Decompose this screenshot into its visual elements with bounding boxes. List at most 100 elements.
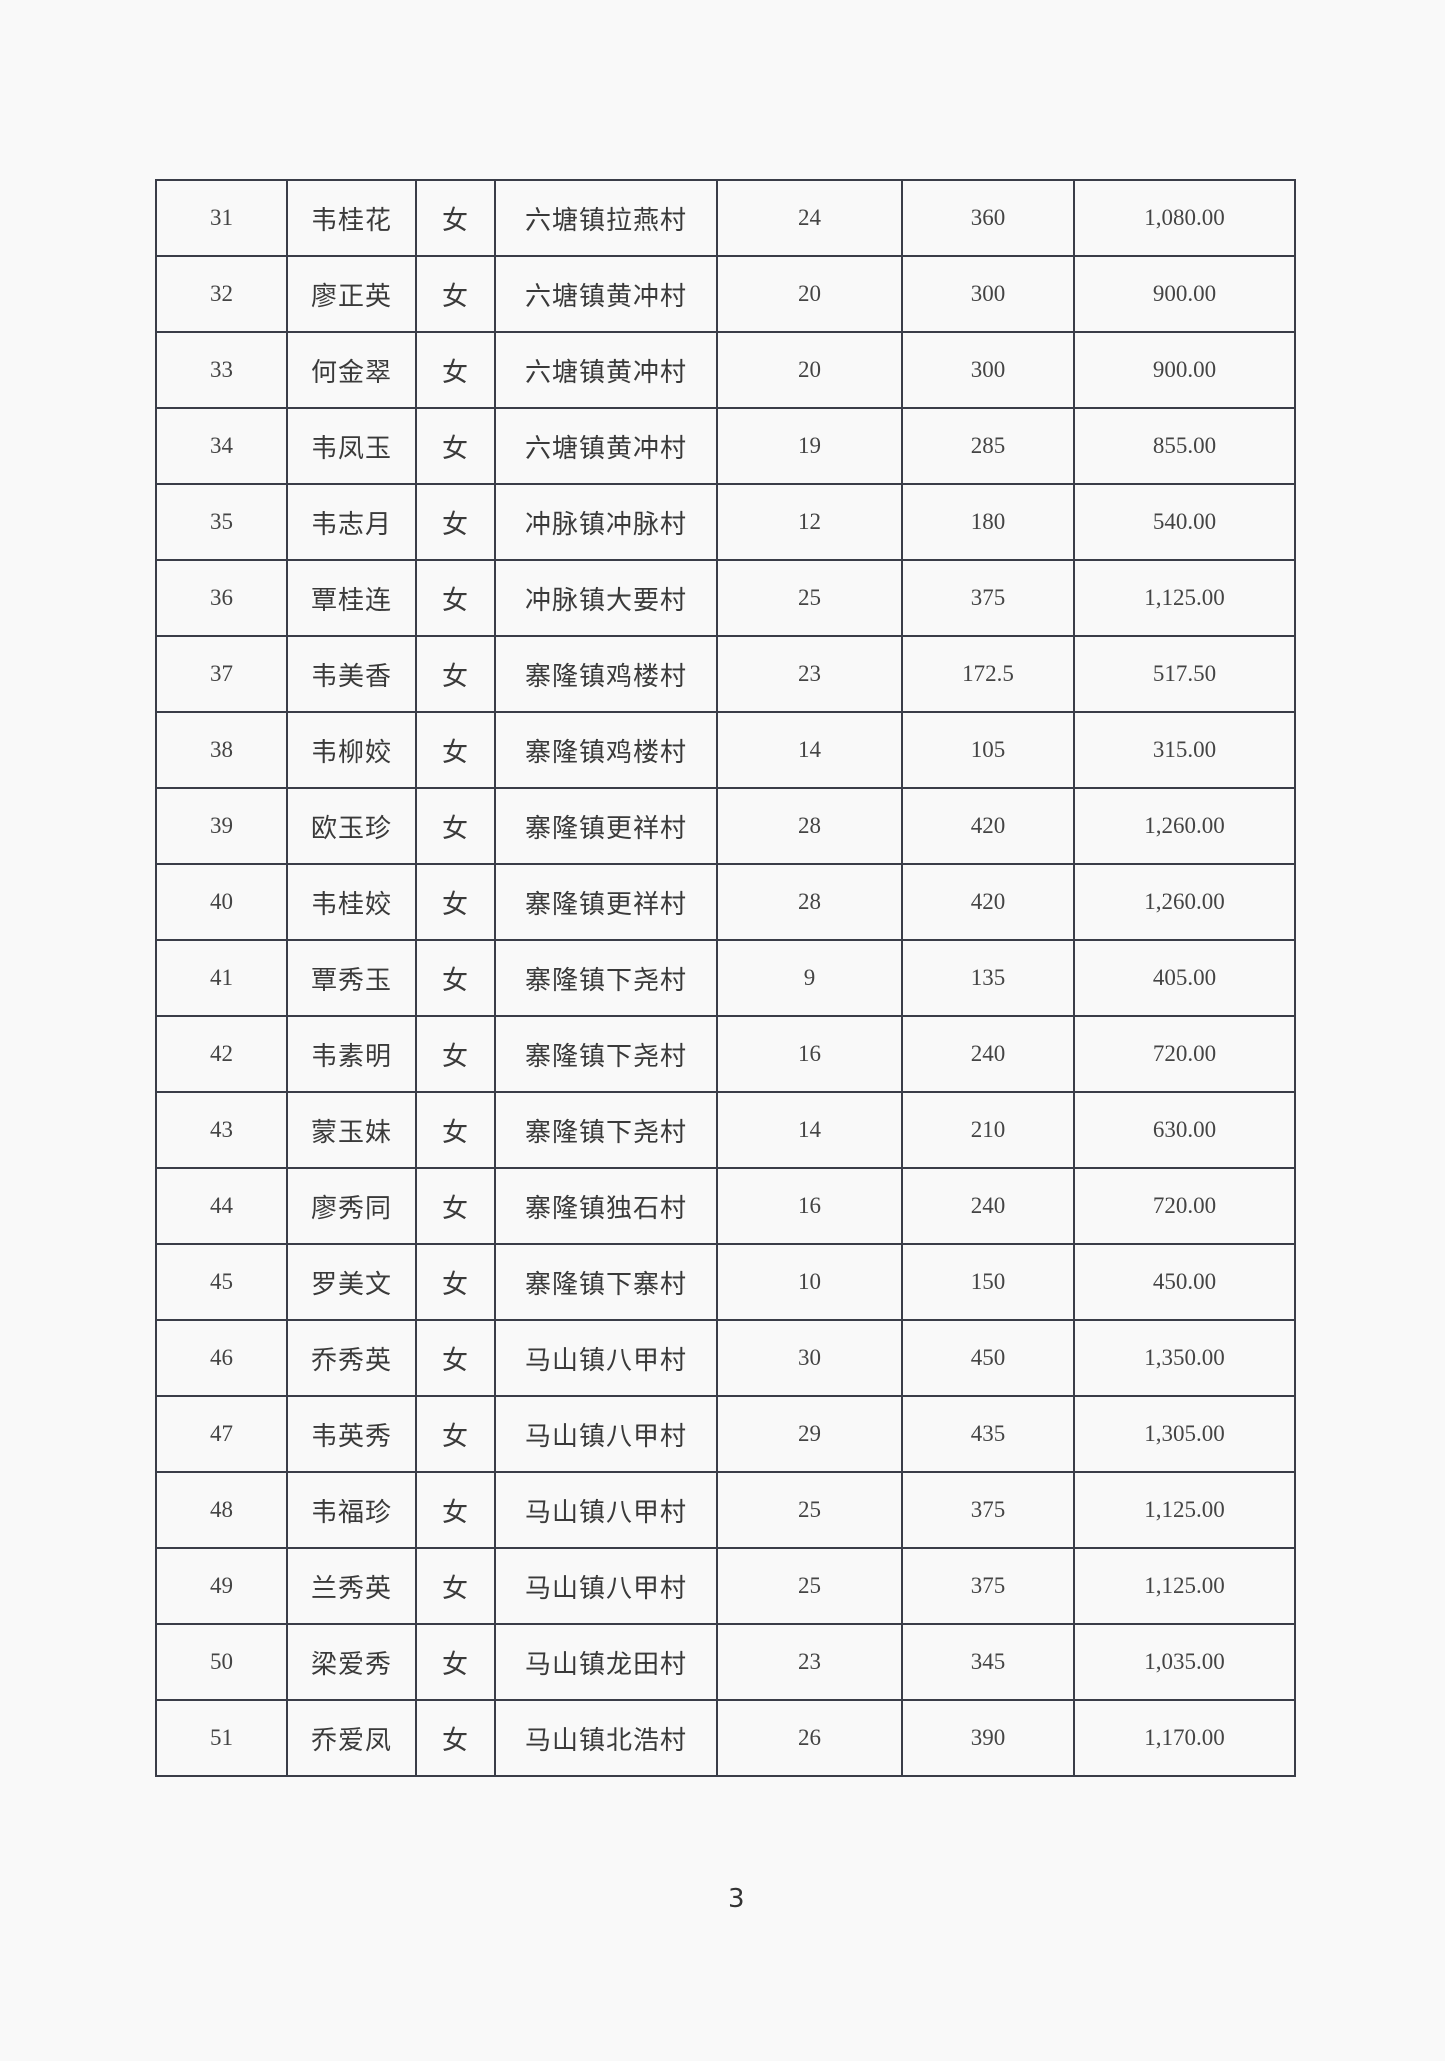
name-cell: 韦志月 — [286, 483, 417, 561]
days-cell: 23 — [716, 1623, 903, 1701]
name-cell: 梁爱秀 — [286, 1623, 417, 1701]
subsidy-cell: 390 — [901, 1699, 1075, 1777]
name-cell: 何金翠 — [286, 331, 417, 409]
amount-cell: 720.00 — [1073, 1167, 1296, 1245]
amount-cell: 1,035.00 — [1073, 1623, 1296, 1701]
table-row: 32 廖正英女六塘镇黄冲村 20 300 900.00 — [155, 255, 1296, 333]
table-row: 42 韦素明女寨隆镇下尧村 16 240 720.00 — [155, 1015, 1296, 1093]
days-cell: 30 — [716, 1319, 903, 1397]
address-cell: 寨隆镇鸡楼村 — [494, 635, 718, 713]
row-number: 49 — [155, 1547, 288, 1625]
address-cell: 六塘镇黄冲村 — [494, 331, 718, 409]
amount-cell: 1,080.00 — [1073, 179, 1296, 257]
amount-cell: 1,350.00 — [1073, 1319, 1296, 1397]
row-number: 43 — [155, 1091, 288, 1169]
table-row: 45 罗美文女寨隆镇下寨村 10 150 450.00 — [155, 1243, 1296, 1321]
name-cell: 韦桂花 — [286, 179, 417, 257]
address-cell: 马山镇北浩村 — [494, 1699, 718, 1777]
amount-cell: 900.00 — [1073, 331, 1296, 409]
address-cell: 寨隆镇下尧村 — [494, 1015, 718, 1093]
days-cell: 14 — [716, 711, 903, 789]
row-number: 50 — [155, 1623, 288, 1701]
name-cell: 韦凤玉 — [286, 407, 417, 485]
amount-cell: 1,125.00 — [1073, 1471, 1296, 1549]
table-row: 34 韦凤玉女六塘镇黄冲村 19 285 855.00 — [155, 407, 1296, 485]
address-cell: 马山镇八甲村 — [494, 1547, 718, 1625]
subsidy-cell: 180 — [901, 483, 1075, 561]
row-number: 34 — [155, 407, 288, 485]
table-row: 37 韦美香女寨隆镇鸡楼村 23 172.5 517.50 — [155, 635, 1296, 713]
roster-table-body: 31 韦桂花女六塘镇拉燕村 24 360 1,080.00 32 廖正英女六塘镇黄冲村 20 3… — [155, 179, 1296, 1777]
gender-cell: 女 — [415, 1167, 496, 1245]
gender-cell: 女 — [415, 559, 496, 637]
gender-cell: 女 — [415, 1395, 496, 1473]
subsidy-cell: 240 — [901, 1015, 1075, 1093]
days-cell: 12 — [716, 483, 903, 561]
amount-cell: 1,260.00 — [1073, 787, 1296, 865]
days-cell: 16 — [716, 1167, 903, 1245]
gender-cell: 女 — [415, 711, 496, 789]
days-cell: 14 — [716, 1091, 903, 1169]
amount-cell: 1,125.00 — [1073, 559, 1296, 637]
row-number: 41 — [155, 939, 288, 1017]
gender-cell: 女 — [415, 407, 496, 485]
name-cell: 韦柳姣 — [286, 711, 417, 789]
address-cell: 寨隆镇更祥村 — [494, 863, 718, 941]
table-row: 47 韦英秀女马山镇八甲村 29 435 1,305.00 — [155, 1395, 1296, 1473]
subsidy-cell: 300 — [901, 331, 1075, 409]
amount-cell: 1,170.00 — [1073, 1699, 1296, 1777]
days-cell: 26 — [716, 1699, 903, 1777]
subsidy-cell: 345 — [901, 1623, 1075, 1701]
days-cell: 9 — [716, 939, 903, 1017]
amount-cell: 1,125.00 — [1073, 1547, 1296, 1625]
table-row: 38 韦柳姣女寨隆镇鸡楼村 14 105 315.00 — [155, 711, 1296, 789]
days-cell: 28 — [716, 787, 903, 865]
address-cell: 寨隆镇鸡楼村 — [494, 711, 718, 789]
gender-cell: 女 — [415, 179, 496, 257]
subsidy-cell: 105 — [901, 711, 1075, 789]
name-cell: 乔秀英 — [286, 1319, 417, 1397]
address-cell: 寨隆镇下尧村 — [494, 1091, 718, 1169]
table-row: 33 何金翠女六塘镇黄冲村 20 300 900.00 — [155, 331, 1296, 409]
table-row: 40 韦桂姣女寨隆镇更祥村 28 420 1,260.00 — [155, 863, 1296, 941]
table-row: 50 梁爱秀女马山镇龙田村 23 345 1,035.00 — [155, 1623, 1296, 1701]
gender-cell: 女 — [415, 635, 496, 713]
address-cell: 马山镇龙田村 — [494, 1623, 718, 1701]
gender-cell: 女 — [415, 1623, 496, 1701]
row-number: 32 — [155, 255, 288, 333]
row-number: 31 — [155, 179, 288, 257]
row-number: 45 — [155, 1243, 288, 1321]
roster-table: 31 韦桂花女六塘镇拉燕村 24 360 1,080.00 32 廖正英女六塘镇黄冲村 20 3… — [155, 179, 1296, 1777]
amount-cell: 630.00 — [1073, 1091, 1296, 1169]
row-number: 51 — [155, 1699, 288, 1777]
row-number: 47 — [155, 1395, 288, 1473]
name-cell: 韦桂姣 — [286, 863, 417, 941]
subsidy-cell: 210 — [901, 1091, 1075, 1169]
table-row: 44 廖秀同女寨隆镇独石村 16 240 720.00 — [155, 1167, 1296, 1245]
gender-cell: 女 — [415, 331, 496, 409]
address-cell: 寨隆镇独石村 — [494, 1167, 718, 1245]
days-cell: 23 — [716, 635, 903, 713]
days-cell: 25 — [716, 559, 903, 637]
table-row: 31 韦桂花女六塘镇拉燕村 24 360 1,080.00 — [155, 179, 1296, 257]
row-number: 33 — [155, 331, 288, 409]
name-cell: 蒙玉妹 — [286, 1091, 417, 1169]
address-cell: 冲脉镇大要村 — [494, 559, 718, 637]
gender-cell: 女 — [415, 1471, 496, 1549]
name-cell: 乔爱凤 — [286, 1699, 417, 1777]
name-cell: 廖正英 — [286, 255, 417, 333]
amount-cell: 315.00 — [1073, 711, 1296, 789]
table-row: 51 乔爱凤女马山镇北浩村 26 390 1,170.00 — [155, 1699, 1296, 1777]
subsidy-cell: 360 — [901, 179, 1075, 257]
name-cell: 韦素明 — [286, 1015, 417, 1093]
row-number: 35 — [155, 483, 288, 561]
gender-cell: 女 — [415, 1699, 496, 1777]
table-row: 36 覃桂连女冲脉镇大要村 25 375 1,125.00 — [155, 559, 1296, 637]
table-row: 48 韦福珍女马山镇八甲村 25 375 1,125.00 — [155, 1471, 1296, 1549]
page-number: 3 — [728, 1884, 745, 1914]
address-cell: 寨隆镇下尧村 — [494, 939, 718, 1017]
name-cell: 韦英秀 — [286, 1395, 417, 1473]
address-cell: 马山镇八甲村 — [494, 1319, 718, 1397]
days-cell: 24 — [716, 179, 903, 257]
row-number: 48 — [155, 1471, 288, 1549]
